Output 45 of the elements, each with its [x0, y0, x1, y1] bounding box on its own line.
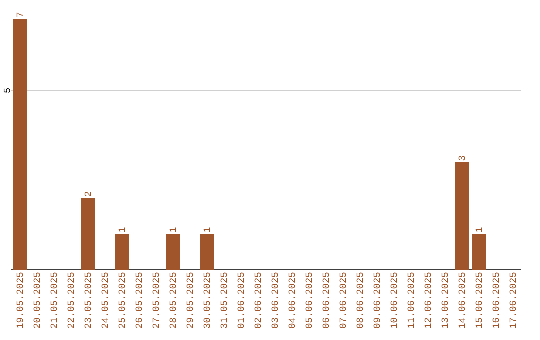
y-tick-label: 5 — [4, 88, 10, 93]
x-tick-label: 10.06.2025 — [390, 272, 398, 328]
bar — [200, 234, 214, 270]
x-tick-label: 30.05.2025 — [204, 272, 210, 328]
x-tick-label: 14.06.2025 — [458, 272, 466, 328]
data-label: 1 — [204, 228, 210, 232]
x-tick-label: 28.05.2025 — [170, 272, 176, 328]
x-tick-label: 21.05.2025 — [50, 272, 58, 328]
bar — [115, 234, 129, 270]
bar — [472, 234, 486, 270]
x-tick-label: 31.05.2025 — [220, 272, 228, 328]
x-tick-label: 27.05.2025 — [152, 272, 160, 328]
x-tick-label: 07.06.2025 — [340, 272, 346, 328]
x-tick-label: 17.06.2025 — [510, 272, 516, 328]
x-tick-label: 03.06.2025 — [272, 272, 278, 328]
x-tick-label: 04.06.2025 — [288, 272, 296, 328]
bar — [455, 162, 470, 270]
x-tick-label: 25.05.2025 — [118, 272, 126, 328]
bar — [166, 234, 180, 270]
x-tick-label: 20.05.2025 — [34, 272, 40, 328]
bar — [81, 198, 95, 270]
x-tick-label: 06.06.2025 — [322, 272, 330, 328]
x-tick-label: 12.06.2025 — [424, 272, 432, 328]
data-label: 1 — [476, 228, 482, 232]
x-tick-label: 16.06.2025 — [492, 272, 500, 328]
bar — [13, 19, 27, 270]
data-label: 1 — [118, 228, 126, 232]
x-tick-label: 02.06.2025 — [254, 272, 262, 328]
x-tick-label: 15.06.2025 — [476, 272, 482, 328]
data-label: 2 — [84, 192, 92, 196]
x-tick-label: 05.06.2025 — [306, 272, 312, 328]
x-tick-label: 09.06.2025 — [374, 272, 380, 328]
x-tick-label: 24.05.2025 — [102, 272, 108, 328]
x-tick-label: 08.06.2025 — [356, 272, 364, 328]
x-tick-label: 23.05.2025 — [84, 272, 92, 328]
x-tick-label: 26.05.2025 — [136, 272, 142, 328]
data-label: 7 — [16, 12, 24, 18]
x-tick-label: 19.05.2025 — [16, 272, 24, 328]
x-tick-label: 11.06.2025 — [408, 272, 414, 328]
x-tick-label: 29.05.2025 — [186, 272, 194, 328]
x-tick-label: 22.05.2025 — [68, 272, 74, 328]
data-label: 1 — [170, 228, 176, 232]
x-tick-label: 01.06.2025 — [238, 272, 244, 328]
data-label: 3 — [458, 156, 466, 161]
x-tick-label: 13.06.2025 — [442, 272, 448, 328]
